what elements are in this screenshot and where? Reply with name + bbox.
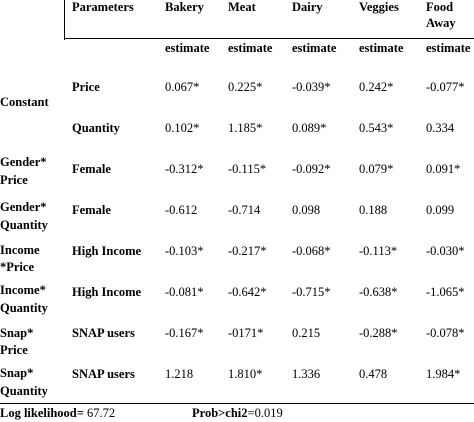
group-gender-quantity-2: Quantity [0,218,48,232]
param-female-quantity: Female [72,203,111,217]
value-gq-meat: -0.714 [228,203,261,217]
group-snap-price-1: Snap* [0,326,34,340]
value-iq-bakery: -0.081* [165,285,204,299]
value-gq-dairy: 0.098 [292,203,321,217]
header-rule [64,38,474,39]
group-income-price-2: *Price [0,260,35,274]
param-snap-users-price: SNAP users [72,326,135,340]
footer-rule [0,403,474,404]
header-bakery: Bakery [165,0,204,14]
value-price-veggies: 0.242* [359,80,394,94]
prob-chi2-label: Prob>chi2 [192,406,248,420]
estimate-food-away: estimate [426,41,471,55]
group-income-quantity-1: Income* [0,283,46,297]
value-sq-dairy: 1.336 [292,367,321,381]
value-iq-meat: -0.642* [228,285,267,299]
value-sp-food-away: -0.078* [426,326,465,340]
header-away: Away [426,16,456,30]
group-income-price-1: Income [0,243,40,257]
group-constant: Constant [0,95,49,109]
value-sp-meat: -0171* [228,326,264,340]
group-income-quantity-2: Quantity [0,301,48,315]
value-quantity-veggies: 0.543* [359,121,394,135]
value-sq-meat: 1.810* [228,367,263,381]
value-ip-bakery: -0.103* [165,244,204,258]
value-sp-veggies: -0.288* [359,326,398,340]
value-price-bakery: 0.067* [165,80,200,94]
estimate-bakery: estimate [165,41,210,55]
estimate-veggies: estimate [359,41,404,55]
value-ip-meat: -0.217* [228,244,267,258]
value-quantity-dairy: 0.089* [292,121,327,135]
value-gq-veggies: 0.188 [359,203,388,217]
prob-chi2: Prob>chi2=0.019 [192,406,283,421]
group-gender-price-2: Price [0,173,28,187]
param-price: Price [72,80,100,94]
group-snap-quantity-2: Quantity [0,384,48,398]
value-gp-bakery: -0.312* [165,162,204,176]
value-gq-food-away: 0.099 [426,203,455,217]
value-sq-food-away: 1.984* [426,367,461,381]
log-likelihood-label: Log likelihood= [0,406,84,420]
param-high-income-price: High Income [72,244,142,258]
value-gp-dairy: -0.092* [292,162,331,176]
group-gender-quantity-1: Gender* [0,200,47,214]
estimate-meat: estimate [228,41,273,55]
value-ip-food-away: -0.030* [426,244,465,258]
estimate-dairy: estimate [292,41,337,55]
value-sq-veggies: 0.478 [359,367,388,381]
param-snap-users-quantity: SNAP users [72,367,135,381]
value-quantity-food-away: 0.334 [426,121,455,135]
param-female-price: Female [72,162,111,176]
header-meat: Meat [228,0,256,14]
value-iq-veggies: -0.638* [359,285,398,299]
value-gp-food-away: 0.091* [426,162,461,176]
header-dairy: Dairy [292,0,323,14]
value-price-meat: 0.225* [228,80,263,94]
value-quantity-meat: 1.185* [228,121,263,135]
group-snap-price-2: Price [0,343,28,357]
prob-chi2-value: =0.019 [247,406,283,420]
log-likelihood-value: 67.72 [83,406,116,420]
group-snap-quantity-1: Snap* [0,366,34,380]
value-gp-veggies: 0.079* [359,162,394,176]
value-ip-dairy: -0.068* [292,244,331,258]
value-quantity-bakery: 0.102* [165,121,200,135]
value-sp-bakery: -0.167* [165,326,204,340]
header-divider [64,0,65,40]
value-iq-dairy: -0.715* [292,285,331,299]
value-iq-food-away: -1.065* [426,285,465,299]
header-parameters: Parameters [72,0,134,14]
header-veggies: Veggies [359,0,399,14]
group-gender-price-1: Gender* [0,155,47,169]
param-high-income-quantity: High Income [72,285,142,299]
value-ip-veggies: -0.113* [359,244,398,258]
value-sp-dairy: 0.215 [292,326,321,340]
value-price-food-away: -0.077* [426,80,465,94]
param-quantity: Quantity [72,121,120,135]
value-gp-meat: -0.115* [228,162,267,176]
value-price-dairy: -0.039* [292,80,331,94]
log-likelihood: Log likelihood= 67.72 [0,406,115,421]
header-food: Food [426,0,454,14]
value-sq-bakery: 1.218 [165,367,194,381]
value-gq-bakery: -0.612 [165,203,198,217]
